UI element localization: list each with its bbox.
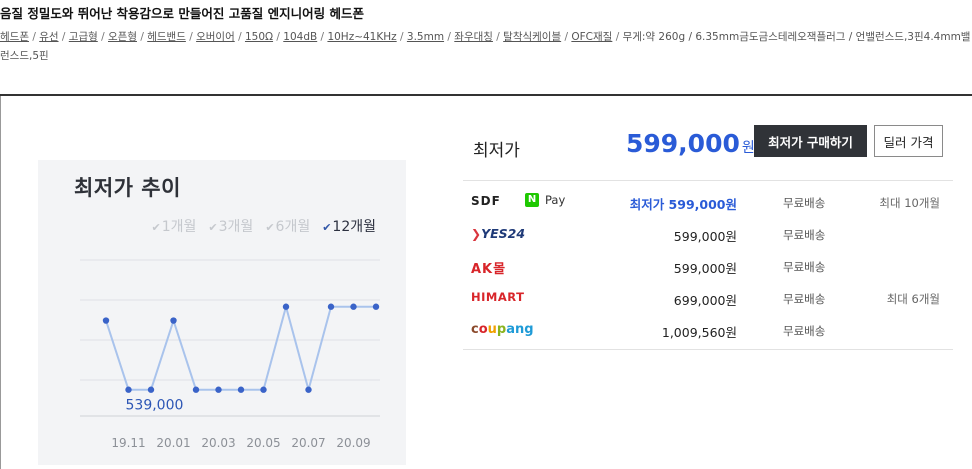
- yes24-swoosh-icon: ❯: [471, 227, 482, 241]
- period-selector: ✔1개월 ✔3개월 ✔6개월 ✔12개월: [152, 216, 376, 236]
- spec-link[interactable]: 헤드밴드: [147, 31, 186, 43]
- spec-link[interactable]: OFC재질: [571, 31, 613, 43]
- period-label: 1개월: [161, 219, 197, 235]
- period-12m[interactable]: ✔12개월: [322, 216, 376, 236]
- shop-shipping: 무료배송: [783, 324, 826, 338]
- buy-lowest-button[interactable]: 최저가 구매하기: [754, 125, 867, 157]
- product-specs: 헤드폰 / 유선 / 고급형 / 오픈형 / 헤드밴드 / 오버이어 / 150…: [0, 31, 971, 62]
- shop-shipping: 무료배송: [783, 228, 826, 242]
- spec-link[interactable]: 탈착식케이블: [503, 31, 562, 43]
- data-point: [260, 386, 267, 393]
- shop-list-bottom-border: [463, 349, 953, 350]
- shop-price[interactable]: 699,000원: [673, 293, 737, 308]
- shop-row-ak[interactable]: AK몰 599,000원 무료배송: [463, 250, 953, 282]
- price-trend-card: 최저가 추이 ✔1개월 ✔3개월 ✔6개월 ✔12개월 539,000 19.11…: [38, 160, 406, 465]
- shop-logo-coupang[interactable]: coupang: [471, 322, 534, 337]
- x-tick-label: 19.11: [111, 436, 145, 450]
- shop-shipping: 무료배송: [783, 292, 826, 306]
- shop-list-top-border: [463, 180, 953, 181]
- data-point: [327, 303, 335, 310]
- shop-logo-ak[interactable]: AK몰: [471, 262, 507, 277]
- shop-installment: 최대 6개월: [886, 292, 940, 306]
- data-point: [102, 317, 110, 324]
- chart-title: 최저가 추이: [74, 176, 181, 200]
- period-label: 6개월: [275, 219, 311, 235]
- shop-price[interactable]: 최저가 599,000원: [629, 197, 737, 212]
- coupang-letter: n: [515, 322, 525, 337]
- spec-link[interactable]: 오버이어: [196, 31, 235, 43]
- shop-price[interactable]: 599,000원: [673, 229, 737, 244]
- period-1m[interactable]: ✔1개월: [152, 216, 197, 236]
- spec-link[interactable]: 헤드폰: [0, 31, 29, 43]
- shop-row-himart[interactable]: HIMART 699,000원 무료배송 최대 6개월: [463, 282, 953, 314]
- spec-text: 무게:약 260g / 6.35mm금도금스테레오잭플러그 / 언밸런스드,3핀…: [0, 31, 971, 62]
- check-icon: ✔: [151, 221, 161, 234]
- series-line: [105, 302, 376, 394]
- naver-n-icon: N: [525, 193, 539, 207]
- min-price-label: 539,000: [126, 398, 184, 414]
- coupang-letter: a: [506, 322, 516, 337]
- period-3m[interactable]: ✔3개월: [208, 216, 253, 236]
- x-tick-label: 20.03: [201, 436, 235, 450]
- shop-logo-yes24[interactable]: ❯YES24: [471, 226, 525, 241]
- dealer-price-button[interactable]: 딜러 가격: [874, 125, 943, 157]
- coupang-letter: g: [524, 322, 534, 337]
- section-divider: [0, 94, 972, 96]
- product-title: 음질 정밀도와 뛰어난 착용감으로 만들어진 고품질 엔지니어링 헤드폰: [0, 6, 364, 21]
- x-tick-label: 20.07: [291, 436, 325, 450]
- shop-installment: 최대 10개월: [879, 196, 940, 210]
- spec-link[interactable]: 150Ω: [244, 31, 274, 43]
- shop-price[interactable]: 599,000원: [673, 261, 737, 276]
- data-point: [192, 386, 200, 393]
- price-trend-chart: 539,000 19.11 20.01 20.03 20.05 20.07 20.09: [80, 259, 380, 450]
- spec-link[interactable]: 3.5mm: [406, 31, 445, 43]
- shop-row-coupang[interactable]: coupang 1,009,560원 무료배송: [463, 314, 953, 346]
- data-point: [305, 386, 312, 393]
- shop-logo-sdf[interactable]: SDF: [471, 194, 501, 208]
- coupang-letter: p: [496, 322, 507, 337]
- spec-link[interactable]: 유선: [39, 31, 59, 43]
- coupang-letter: o: [478, 322, 488, 337]
- data-point: [125, 386, 132, 393]
- shop-list: SDF N Pay 최저가 599,000원 무료배송 최대 10개월 ❯YES2…: [463, 186, 953, 346]
- shop-shipping: 무료배송: [783, 196, 826, 210]
- x-tick-label: 20.09: [336, 436, 370, 450]
- spec-link[interactable]: 10Hz~41KHz: [327, 31, 397, 43]
- lowest-price-number: 599,000: [626, 129, 740, 158]
- shop-logo-text: YES24: [481, 226, 526, 241]
- data-point: [215, 386, 222, 393]
- spec-link[interactable]: 104dB: [283, 31, 318, 43]
- data-point: [170, 317, 177, 324]
- shop-shipping: 무료배송: [783, 260, 826, 274]
- period-label: 3개월: [218, 219, 254, 235]
- data-point: [350, 303, 357, 310]
- x-tick-label: 20.01: [156, 436, 190, 450]
- shop-row-sdf[interactable]: SDF N Pay 최저가 599,000원 무료배송 최대 10개월: [463, 186, 953, 218]
- npay-badge: N Pay: [525, 193, 565, 207]
- npay-label: Pay: [545, 193, 566, 207]
- panel-border: [0, 96, 1, 469]
- coupang-letter: u: [487, 322, 497, 337]
- spec-link[interactable]: 좌우대칭: [454, 31, 493, 43]
- data-point: [237, 386, 245, 393]
- spec-link[interactable]: 고급형: [68, 31, 98, 43]
- data-point: [147, 386, 155, 393]
- data-point: [282, 303, 290, 310]
- period-label: 12개월: [332, 219, 376, 235]
- spec-link[interactable]: 오픈형: [108, 31, 137, 43]
- shop-price[interactable]: 1,009,560원: [661, 325, 737, 340]
- shop-logo-himart[interactable]: HIMART: [471, 290, 525, 304]
- check-icon: ✔: [265, 221, 275, 234]
- x-tick-label: 20.05: [246, 436, 280, 450]
- currency-unit: 원: [741, 140, 755, 156]
- lowest-price-label: 최저가: [473, 141, 520, 161]
- shop-row-yes24[interactable]: ❯YES24 599,000원 무료배송: [463, 218, 953, 250]
- data-point: [372, 303, 380, 310]
- check-icon: ✔: [322, 221, 332, 234]
- coupang-wordmark: coupang: [471, 322, 534, 337]
- coupang-letter: c: [471, 322, 479, 337]
- period-6m[interactable]: ✔6개월: [265, 216, 310, 236]
- check-icon: ✔: [208, 221, 218, 234]
- lowest-price-value: 599,000 원: [626, 129, 755, 158]
